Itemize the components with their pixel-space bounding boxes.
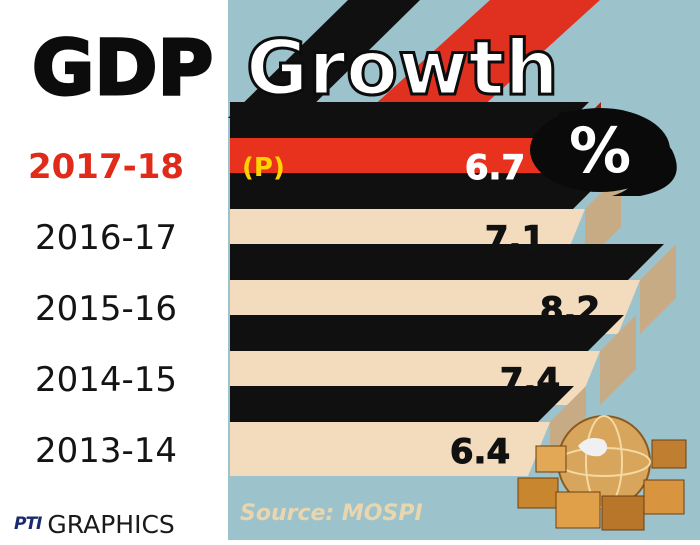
chart-title-growth: Growth bbox=[246, 23, 559, 112]
bar-shadow bbox=[230, 386, 574, 422]
bar-side bbox=[585, 173, 621, 263]
data-label: 6.7 bbox=[465, 148, 525, 188]
data-label: 6.4 bbox=[450, 432, 510, 472]
bar-shadow bbox=[230, 173, 609, 209]
pti-logo: PTI bbox=[14, 514, 42, 534]
bar-side bbox=[640, 244, 676, 334]
bar-shadow bbox=[230, 244, 664, 280]
category-label: 2017-18 bbox=[28, 147, 184, 187]
credit-line: PTI GRAPHICS bbox=[14, 509, 175, 539]
bar-shadow bbox=[230, 102, 589, 138]
category-label: 2014-15 bbox=[35, 360, 177, 400]
globe-parcels-icon bbox=[517, 415, 687, 531]
title-diagonal-accent bbox=[360, 0, 600, 118]
bar-shadow bbox=[230, 315, 624, 351]
chart-title-gdp: GDP bbox=[32, 23, 213, 112]
chart-source: Source: MOSPI bbox=[240, 501, 423, 526]
category-label: 2013-14 bbox=[35, 431, 177, 471]
title-diagonal-band bbox=[228, 0, 420, 118]
bar-side bbox=[600, 315, 636, 405]
percent-badge: % bbox=[530, 108, 677, 196]
category-label: 2016-17 bbox=[35, 218, 177, 258]
percent-symbol: % bbox=[569, 114, 631, 187]
category-label: 2015-16 bbox=[35, 289, 177, 329]
data-label: 7.1 bbox=[485, 219, 545, 259]
provisional-tag: (P) bbox=[242, 153, 285, 183]
data-label: 8.2 bbox=[540, 290, 600, 330]
bar bbox=[230, 422, 550, 476]
data-label: 7.4 bbox=[500, 361, 560, 401]
credit-text: GRAPHICS bbox=[47, 509, 175, 539]
